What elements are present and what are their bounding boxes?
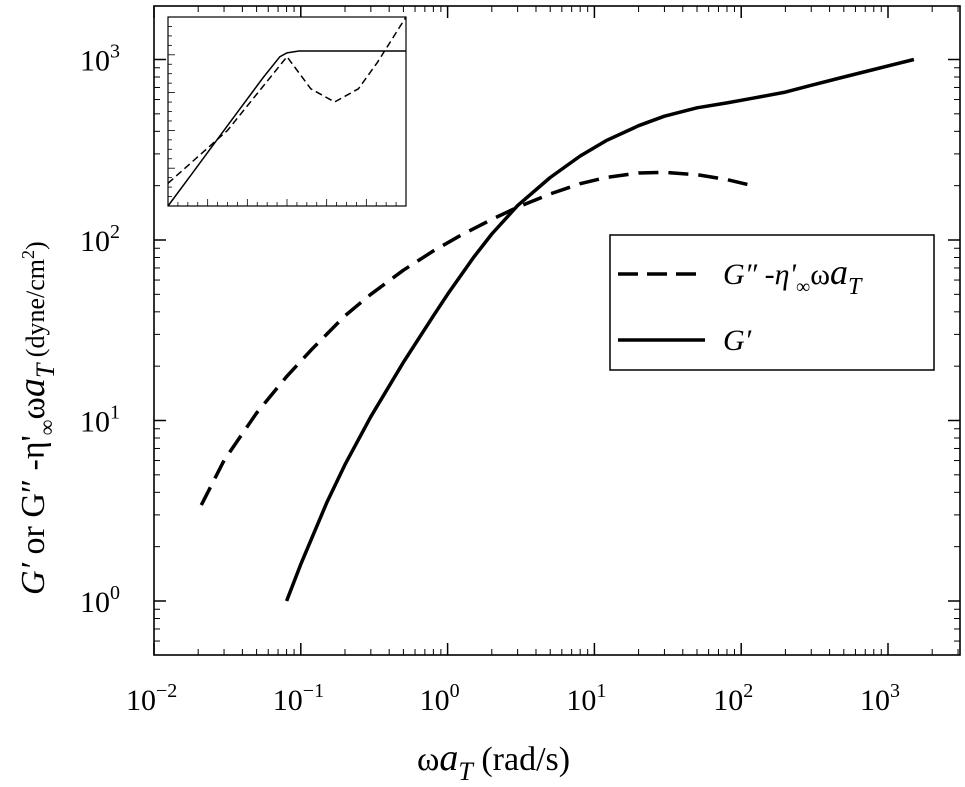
legend-dashed-var: a — [830, 252, 848, 292]
x-tick-base: 10 — [420, 684, 450, 717]
y-tick-label: 101 — [80, 402, 120, 439]
x-tick-base: 10 — [126, 684, 156, 717]
y-tick-label: 100 — [80, 582, 120, 619]
x-tick-exp: 1 — [596, 680, 606, 702]
y-tick-base: 10 — [80, 225, 110, 258]
y-tick-base: 10 — [80, 586, 110, 619]
series-line-dashed — [199, 170, 754, 506]
x-tick-base: 10 — [713, 684, 743, 717]
y-tick-label: 102 — [80, 221, 120, 258]
y-title-close: ) — [21, 241, 50, 250]
y-tick-exp: 3 — [110, 41, 120, 63]
series-group — [199, 57, 915, 602]
x-ticks-group: 10−2 10−1 100 101 102 103 — [126, 6, 959, 717]
x-tick-exp: −1 — [303, 680, 324, 702]
y-tick-exp: 1 — [110, 402, 120, 424]
x-tick-exp: 0 — [450, 680, 460, 702]
y-title-sub: T — [31, 362, 60, 378]
legend-dashed-sub: ∞ — [796, 276, 810, 298]
x-tick-label: 101 — [566, 680, 606, 717]
x-tick-label: 102 — [713, 680, 753, 717]
y-tick-base: 10 — [80, 406, 110, 439]
x-tick-base: 10 — [860, 684, 890, 717]
x-tick-label: 103 — [860, 680, 900, 717]
x-title-sub: T — [458, 757, 474, 786]
inset-group — [167, 16, 407, 207]
legend-dashed-mid: ω — [810, 258, 830, 291]
x-tick-exp: −2 — [156, 680, 177, 702]
plot-frame — [153, 5, 961, 656]
legend-label-solid: G′ — [723, 324, 752, 357]
x-tick-exp: 2 — [743, 680, 753, 702]
x-title-unit: (rad/s) — [473, 741, 570, 778]
x-tick-label: 100 — [420, 680, 460, 717]
x-title-var: a — [439, 737, 458, 779]
legend-dashed-main: G″ -η' — [723, 258, 797, 291]
legend: G″ -η'∞ωaT G′ — [609, 234, 935, 371]
y-title-unit: (dyne/cm — [21, 259, 50, 364]
series-line-solid — [284, 57, 915, 602]
x-tick-exp: 3 — [890, 680, 900, 702]
x-axis-title: ωaT (rad/s) — [417, 737, 570, 786]
y-tick-exp: 0 — [110, 582, 120, 604]
inset-line-solid — [167, 50, 406, 207]
plot-frame-group — [153, 5, 961, 656]
x-tick-base: 10 — [273, 684, 303, 717]
y-tick-label: 103 — [80, 41, 120, 78]
y-title-p1: G′ — [15, 562, 52, 595]
y-axis-title: G′ or G″ -η'∞ωaT (dyne/cm2) — [11, 241, 60, 595]
y-title-p3: ω — [15, 397, 52, 419]
y-title-sup: 2 — [18, 250, 38, 259]
x-tick-label: 10−2 — [126, 680, 177, 717]
y-tick-base: 10 — [80, 45, 110, 78]
legend-label-dashed: G″ -η'∞ωaT — [723, 252, 863, 300]
inset-frame — [167, 16, 407, 207]
y-title-var: a — [11, 378, 53, 397]
y-tick-exp: 2 — [110, 221, 120, 243]
legend-box — [609, 234, 935, 371]
y-title-p2: or G″ -η' — [15, 435, 52, 563]
legend-dashed-sub2: T — [848, 274, 863, 300]
x-tick-label: 10−1 — [273, 680, 324, 717]
x-title-omega: ω — [417, 741, 439, 778]
inset-line-dashed — [167, 16, 407, 184]
y-title-sub-inf: ∞ — [34, 420, 59, 436]
x-tick-base: 10 — [566, 684, 596, 717]
